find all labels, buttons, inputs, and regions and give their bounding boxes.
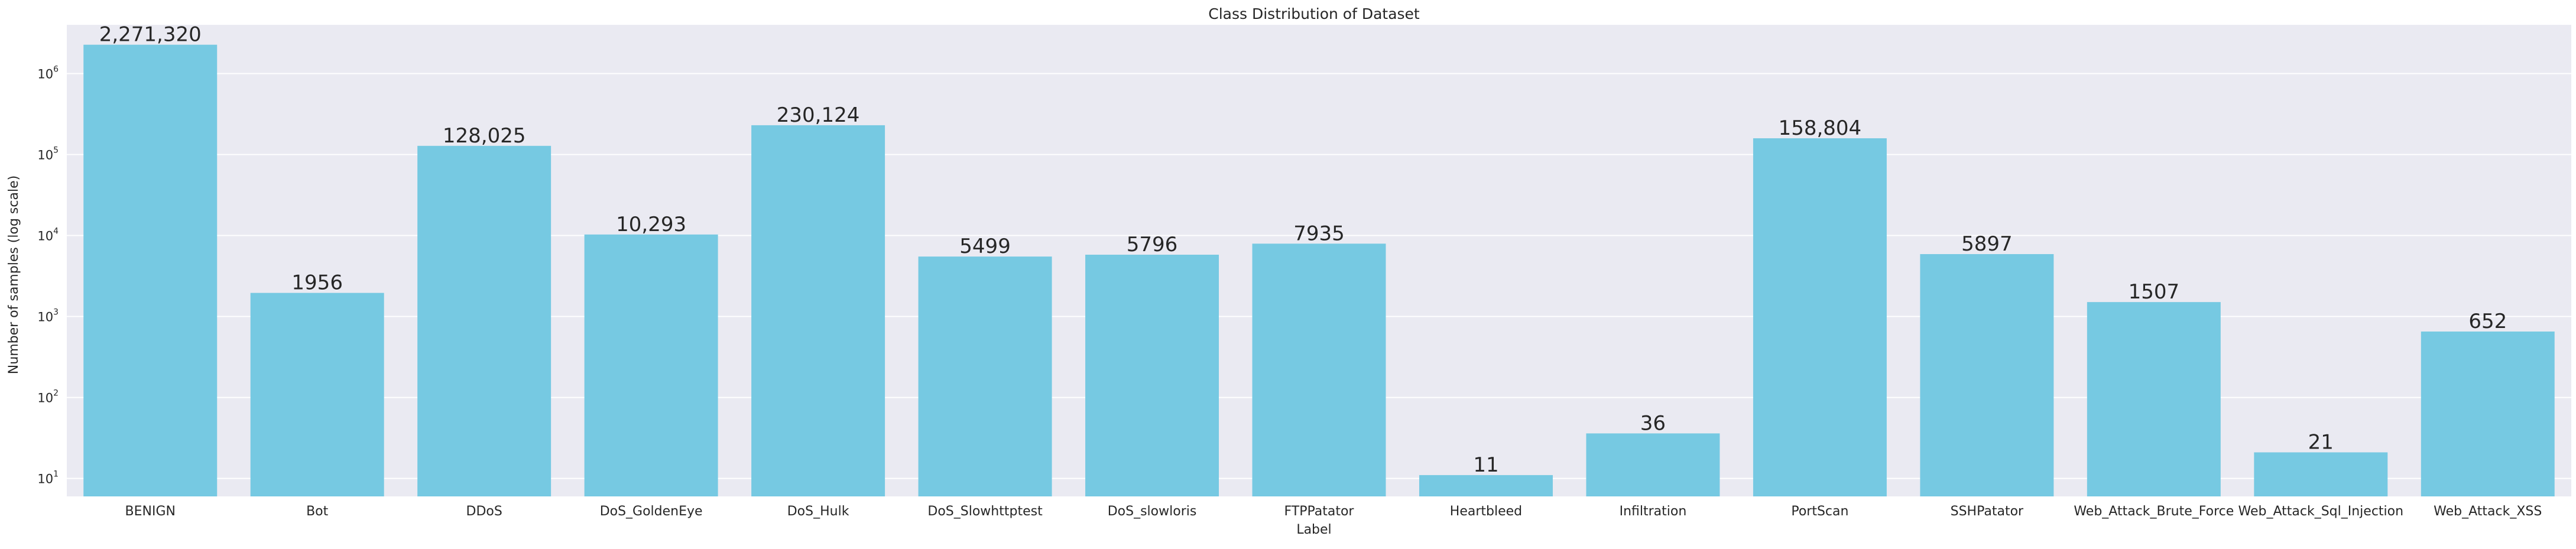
x-axis-label: Label [1296, 522, 1331, 537]
data-label: 5796 [1127, 233, 1178, 256]
bar [1085, 254, 1219, 496]
x-tick-label: Infiltration [1620, 504, 1687, 519]
bar [417, 145, 551, 496]
data-label: 2,271,320 [99, 23, 202, 47]
data-label: 652 [2468, 310, 2507, 333]
x-tick-label: DoS_Slowhttptest [927, 504, 1043, 519]
bar [2087, 302, 2221, 496]
x-tick-label: Bot [306, 504, 329, 519]
data-label: 1507 [2129, 280, 2180, 304]
bar [1586, 433, 1720, 496]
x-tick-label: PortScan [1791, 504, 1848, 519]
data-label: 128,025 [443, 124, 526, 148]
x-tick-label: Web_Attack_Sql_Injection [2238, 504, 2404, 519]
bars [83, 44, 2555, 497]
bar [2254, 452, 2388, 496]
data-label: 11 [1473, 453, 1498, 477]
bar [751, 125, 885, 497]
x-tick-label: Web_Attack_XSS [2434, 504, 2542, 519]
x-tick-label: BENIGN [125, 504, 176, 519]
data-label: 1956 [291, 271, 343, 295]
data-label: 36 [1640, 411, 1666, 435]
data-label: 21 [2308, 430, 2334, 454]
x-tick-label: SSHPatator [1951, 504, 2024, 519]
bar [83, 44, 218, 496]
bar [250, 293, 384, 496]
data-labels: 2,271,320 1956 128,025 10,293 230,124 5499 579… [99, 23, 2507, 477]
x-tick-label: DoS_GoldenEye [600, 504, 703, 519]
x-tick-label: DoS_Hulk [787, 504, 849, 519]
x-tick-label: Heartbleed [1450, 504, 1522, 519]
data-label: 5897 [1961, 232, 2013, 256]
bar [1753, 138, 1887, 497]
x-tick-label: DDoS [466, 504, 502, 519]
data-label: 7935 [1293, 222, 1345, 245]
bar [584, 234, 718, 496]
bar [1252, 243, 1386, 496]
data-label: 158,804 [1779, 116, 1862, 140]
x-tick-label: DoS_slowloris [1108, 504, 1197, 519]
x-tick-label: Web_Attack_Brute_Force [2074, 504, 2234, 519]
data-label: 230,124 [777, 103, 860, 127]
bar [918, 256, 1052, 496]
chart-title: Class Distribution of Dataset [1208, 5, 1420, 22]
bar [1920, 254, 2054, 496]
bar [2421, 332, 2555, 496]
data-label: 10,293 [616, 213, 686, 236]
bar [1419, 475, 1553, 496]
y-axis-label: Number of samples (log scale) [7, 176, 21, 374]
data-label: 5499 [959, 235, 1011, 258]
x-tick-label: FTPPatator [1284, 504, 1355, 519]
x-tick-labels: BENIGN Bot DDoS DoS_GoldenEye DoS_Hulk DoS_Sl… [125, 504, 2542, 519]
